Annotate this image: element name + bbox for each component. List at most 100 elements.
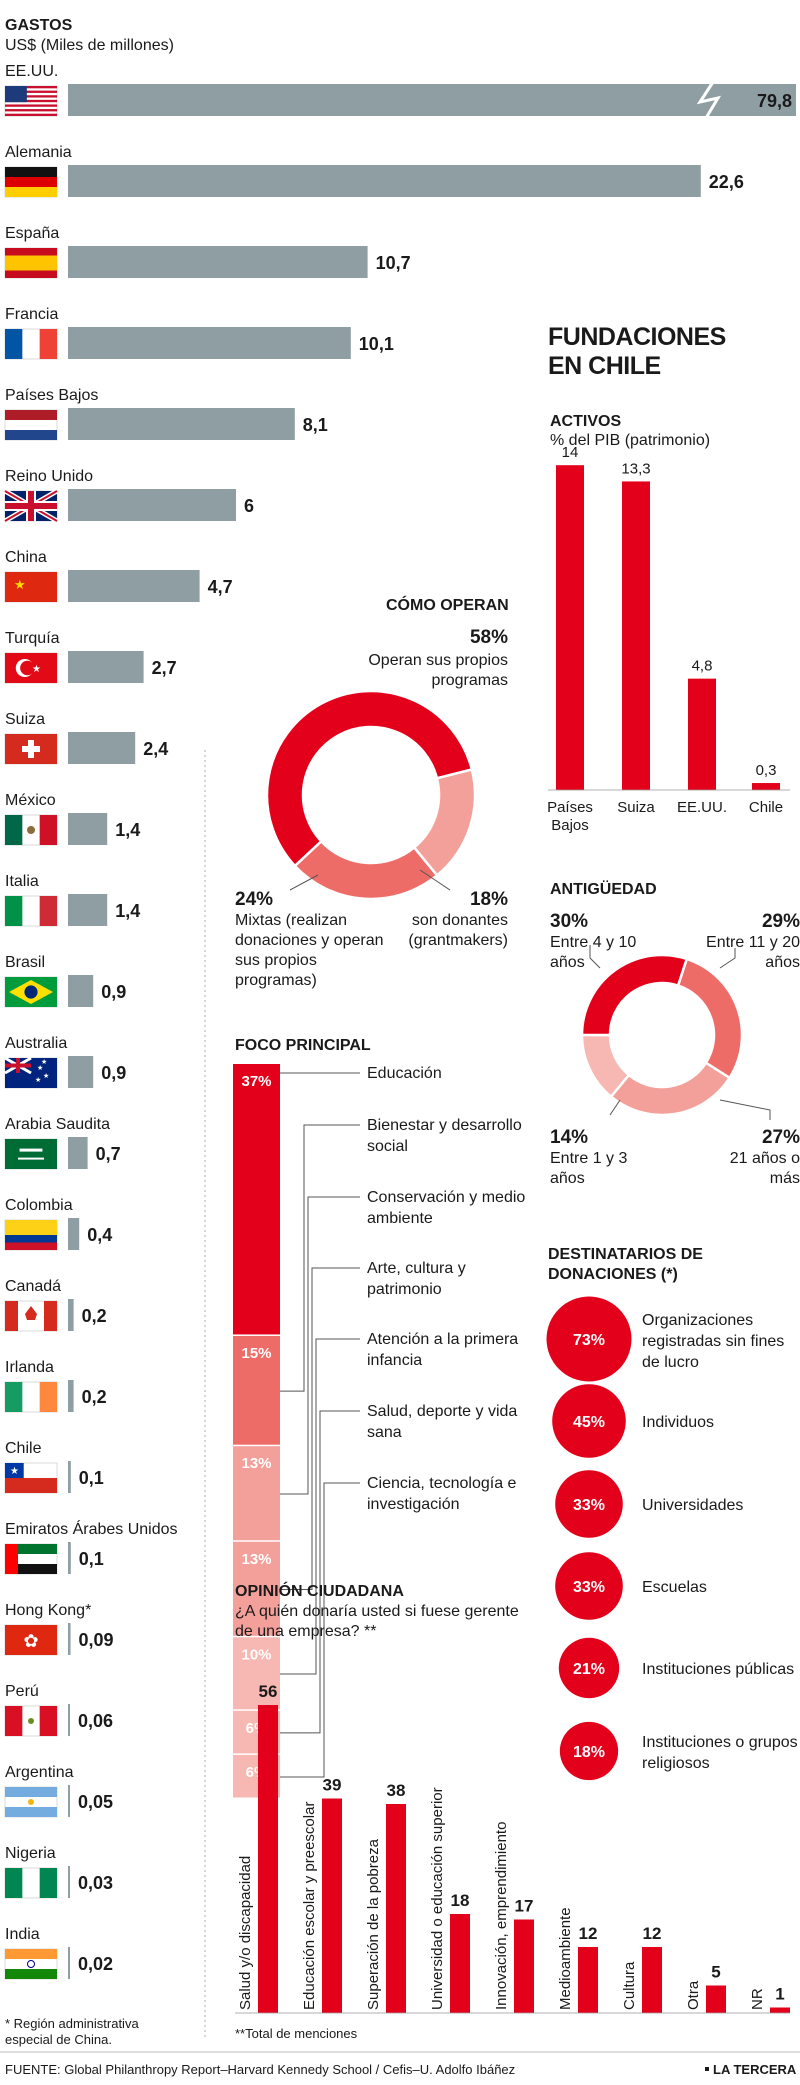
flag-india bbox=[4, 1948, 58, 1980]
gastos-footnote: * Región administrativa especial de Chin… bbox=[5, 2016, 139, 2047]
flag-hong-kong: ✿ bbox=[4, 1624, 58, 1656]
category-label: Superación de la pobreza bbox=[365, 1838, 382, 2010]
como-operan-slice bbox=[293, 839, 439, 901]
flag-uae bbox=[4, 1543, 58, 1575]
bar bbox=[68, 165, 701, 197]
value-label: 10,1 bbox=[359, 334, 394, 354]
flag-italy bbox=[4, 895, 58, 927]
category-label: Bajos bbox=[551, 817, 589, 834]
bubble-label: Instituciones o grupos bbox=[642, 1734, 798, 1751]
category-label: Salud y/o discapacidad bbox=[237, 1856, 254, 2010]
bar bbox=[688, 678, 716, 790]
flag-brazil bbox=[4, 976, 58, 1008]
como-operan-title: CÓMO OPERAN bbox=[386, 597, 509, 614]
value-label: 39 bbox=[323, 1776, 342, 1795]
bubble-pct: 45% bbox=[573, 1414, 605, 1431]
fundaciones-title-line2: EN CHILE bbox=[548, 352, 661, 380]
bar bbox=[578, 1947, 598, 2013]
bar bbox=[68, 1299, 74, 1331]
category-label: Universidad o educación superior bbox=[429, 1787, 446, 2010]
country-label: EE.UU. bbox=[5, 63, 58, 80]
value-label: 0,9 bbox=[101, 982, 126, 1002]
bubble bbox=[555, 1470, 623, 1538]
brand-bullet bbox=[705, 2067, 709, 2071]
country-label: Hong Kong* bbox=[5, 1602, 91, 1619]
bar bbox=[258, 1705, 278, 2013]
focus-label: investigación bbox=[367, 1496, 460, 1513]
operan-18-text: son donantes (grantmakers) bbox=[408, 912, 508, 949]
value-label: 0,09 bbox=[79, 1630, 114, 1650]
como-operan-slice bbox=[265, 689, 474, 868]
svg-text:★: ★ bbox=[37, 1064, 43, 1072]
stack-segment bbox=[233, 1064, 280, 1335]
leader-line bbox=[280, 1196, 360, 1495]
bubble-pct: 33% bbox=[573, 1497, 605, 1514]
value-label: 1,4 bbox=[115, 820, 140, 840]
country-label: Colombia bbox=[5, 1197, 73, 1214]
value-label: 79,8 bbox=[757, 91, 792, 111]
bar bbox=[68, 327, 351, 359]
bubble-label: registradas sin fines bbox=[642, 1333, 784, 1350]
flag-uk bbox=[3, 488, 59, 524]
value-label: 0,2 bbox=[82, 1306, 107, 1326]
bar bbox=[706, 1985, 726, 2013]
bar bbox=[68, 813, 108, 845]
value-label: 8,1 bbox=[303, 415, 328, 435]
country-label: Irlanda bbox=[5, 1359, 54, 1376]
focus-label: Ciencia, tecnología e bbox=[367, 1475, 517, 1492]
opinion-title: OPINIÓN CIUDADANA bbox=[235, 1583, 404, 1600]
brand-logo: LA TERCERA bbox=[713, 2062, 797, 2077]
flag-mexico bbox=[4, 814, 58, 846]
gastos-subtitle: US$ (Miles de millones) bbox=[5, 37, 174, 54]
bar bbox=[450, 1914, 470, 2013]
value-label: 0,9 bbox=[101, 1063, 126, 1083]
opinion-footnote: **Total de menciones bbox=[235, 2026, 358, 2041]
antig-27-pct: 27% bbox=[761, 1127, 800, 1148]
operan-24-text: Mixtas (realizan donaciones y operan sus… bbox=[235, 912, 384, 989]
country-label: India bbox=[5, 1926, 40, 1943]
bar bbox=[68, 1218, 80, 1250]
value-label: 0,05 bbox=[78, 1792, 113, 1812]
leader-line bbox=[719, 948, 736, 969]
antiguedad-slice bbox=[609, 1061, 732, 1117]
value-label: 22,6 bbox=[709, 172, 744, 192]
country-label: Australia bbox=[5, 1035, 67, 1052]
flag-chile: ★ bbox=[4, 1462, 58, 1494]
focus-label: sana bbox=[367, 1424, 402, 1441]
category-label: Educación escolar y preescolar bbox=[301, 1802, 318, 2010]
flag-turkey: ★ bbox=[4, 652, 58, 684]
bubble-pct: 18% bbox=[573, 1744, 605, 1761]
country-label: Italia bbox=[5, 873, 39, 890]
flag-ireland bbox=[4, 1381, 58, 1413]
flag-argentina bbox=[4, 1786, 58, 1818]
antiguedad-title: ANTIGÜEDAD bbox=[550, 881, 657, 898]
bubble bbox=[558, 1637, 620, 1699]
country-label: México bbox=[5, 792, 56, 809]
antig-30-pct: 30% bbox=[550, 911, 589, 932]
antiguedad-slice bbox=[580, 953, 689, 1037]
bar bbox=[68, 894, 108, 926]
country-label: Arabia Saudita bbox=[5, 1116, 110, 1133]
country-label: Argentina bbox=[5, 1764, 74, 1781]
country-label: Francia bbox=[5, 306, 58, 323]
value-label: 2,4 bbox=[143, 739, 168, 759]
leader-line bbox=[419, 869, 451, 891]
value-label: 4,8 bbox=[692, 658, 713, 675]
bar bbox=[622, 481, 650, 790]
svg-text:★: ★ bbox=[10, 1466, 19, 1477]
bar bbox=[68, 570, 200, 602]
bar bbox=[642, 1947, 662, 2013]
value-label: 12 bbox=[643, 1924, 662, 1943]
country-label: Chile bbox=[5, 1440, 42, 1457]
bar bbox=[68, 975, 94, 1007]
bubble bbox=[555, 1552, 623, 1620]
bar bbox=[68, 1461, 71, 1493]
stack-segment bbox=[233, 1637, 280, 1710]
category-label: Medioambiente bbox=[557, 1907, 574, 2010]
flag-usa bbox=[4, 85, 58, 117]
category-label: Innovación, emprendimiento bbox=[493, 1822, 510, 2010]
bubble bbox=[552, 1384, 626, 1458]
value-label: 10,7 bbox=[376, 253, 411, 273]
bar bbox=[68, 84, 796, 116]
